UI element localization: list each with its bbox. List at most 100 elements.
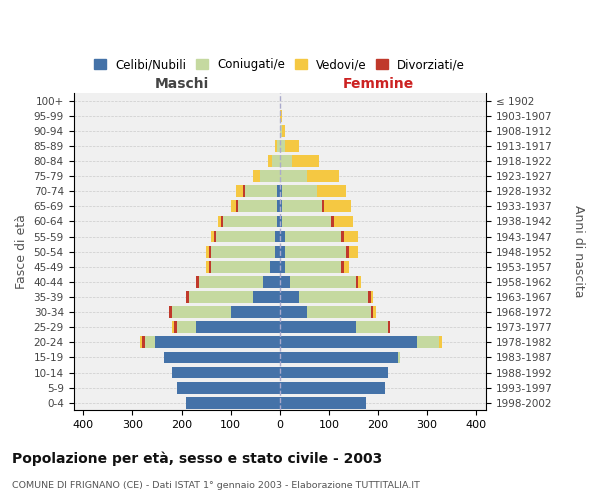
Text: Femmine: Femmine bbox=[343, 76, 413, 90]
Bar bbox=[299, 291, 368, 303]
Bar bbox=[398, 352, 400, 364]
Bar bbox=[280, 230, 285, 242]
Bar bbox=[209, 261, 211, 272]
Bar bbox=[280, 291, 299, 303]
Bar bbox=[253, 291, 280, 303]
Y-axis label: Anni di nascita: Anni di nascita bbox=[572, 206, 585, 298]
Bar bbox=[263, 276, 280, 287]
Bar bbox=[172, 306, 230, 318]
Bar bbox=[280, 110, 282, 122]
Bar bbox=[282, 216, 331, 228]
Bar bbox=[277, 186, 280, 197]
Bar bbox=[388, 322, 391, 333]
Bar bbox=[349, 246, 358, 258]
Bar bbox=[324, 200, 351, 212]
Bar bbox=[280, 140, 285, 152]
Bar bbox=[292, 155, 319, 167]
Bar bbox=[230, 200, 236, 212]
Bar bbox=[236, 186, 243, 197]
Bar bbox=[218, 216, 221, 228]
Bar bbox=[211, 261, 270, 272]
Bar bbox=[280, 397, 366, 408]
Bar bbox=[317, 186, 346, 197]
Bar bbox=[285, 261, 341, 272]
Bar bbox=[280, 276, 290, 287]
Bar bbox=[282, 125, 285, 136]
Bar bbox=[346, 246, 349, 258]
Bar bbox=[358, 276, 361, 287]
Bar bbox=[268, 155, 272, 167]
Bar bbox=[356, 322, 388, 333]
Bar bbox=[223, 216, 277, 228]
Bar bbox=[275, 140, 277, 152]
Bar bbox=[277, 140, 280, 152]
Bar bbox=[280, 155, 292, 167]
Bar bbox=[214, 230, 216, 242]
Bar bbox=[280, 200, 282, 212]
Bar bbox=[145, 336, 155, 348]
Bar bbox=[280, 186, 282, 197]
Bar bbox=[341, 230, 344, 242]
Bar bbox=[280, 246, 285, 258]
Bar bbox=[176, 322, 196, 333]
Bar bbox=[280, 322, 356, 333]
Bar bbox=[371, 291, 373, 303]
Bar bbox=[216, 230, 275, 242]
Bar bbox=[172, 366, 280, 378]
Bar bbox=[373, 306, 376, 318]
Bar bbox=[280, 352, 398, 364]
Bar bbox=[341, 261, 344, 272]
Bar bbox=[331, 216, 334, 228]
Text: COMUNE DI FRIGNANO (CE) - Dati ISTAT 1° gennaio 2003 - Elaborazione TUTTITALIA.I: COMUNE DI FRIGNANO (CE) - Dati ISTAT 1° … bbox=[12, 480, 420, 490]
Bar bbox=[189, 291, 253, 303]
Bar bbox=[322, 200, 324, 212]
Bar bbox=[187, 291, 189, 303]
Bar bbox=[439, 336, 442, 348]
Bar bbox=[142, 336, 145, 348]
Bar bbox=[285, 140, 299, 152]
Bar bbox=[245, 186, 277, 197]
Bar bbox=[280, 216, 282, 228]
Bar bbox=[368, 291, 371, 303]
Bar bbox=[282, 200, 322, 212]
Bar bbox=[164, 352, 280, 364]
Bar bbox=[290, 276, 356, 287]
Bar bbox=[211, 246, 275, 258]
Bar bbox=[176, 382, 280, 394]
Y-axis label: Fasce di età: Fasce di età bbox=[15, 214, 28, 289]
Bar bbox=[280, 382, 385, 394]
Bar bbox=[280, 125, 282, 136]
Text: Popolazione per età, sesso e stato civile - 2003: Popolazione per età, sesso e stato civil… bbox=[12, 451, 382, 466]
Bar bbox=[344, 261, 349, 272]
Bar bbox=[277, 200, 280, 212]
Bar bbox=[272, 155, 280, 167]
Bar bbox=[172, 322, 174, 333]
Bar bbox=[253, 170, 260, 182]
Bar bbox=[199, 276, 263, 287]
Bar bbox=[221, 216, 223, 228]
Bar bbox=[307, 306, 371, 318]
Bar bbox=[280, 170, 307, 182]
Bar bbox=[211, 230, 214, 242]
Bar bbox=[280, 261, 285, 272]
Bar bbox=[206, 261, 209, 272]
Text: Maschi: Maschi bbox=[154, 76, 209, 90]
Bar bbox=[196, 276, 199, 287]
Bar bbox=[277, 216, 280, 228]
Bar bbox=[280, 336, 418, 348]
Bar bbox=[280, 366, 388, 378]
Bar bbox=[230, 306, 280, 318]
Bar bbox=[371, 306, 373, 318]
Bar bbox=[174, 322, 176, 333]
Bar bbox=[307, 170, 339, 182]
Bar bbox=[418, 336, 439, 348]
Bar bbox=[344, 230, 358, 242]
Bar bbox=[209, 246, 211, 258]
Bar bbox=[206, 246, 209, 258]
Bar bbox=[282, 186, 317, 197]
Bar bbox=[275, 230, 280, 242]
Bar bbox=[356, 276, 358, 287]
Bar bbox=[238, 200, 277, 212]
Bar bbox=[285, 230, 341, 242]
Bar bbox=[196, 322, 280, 333]
